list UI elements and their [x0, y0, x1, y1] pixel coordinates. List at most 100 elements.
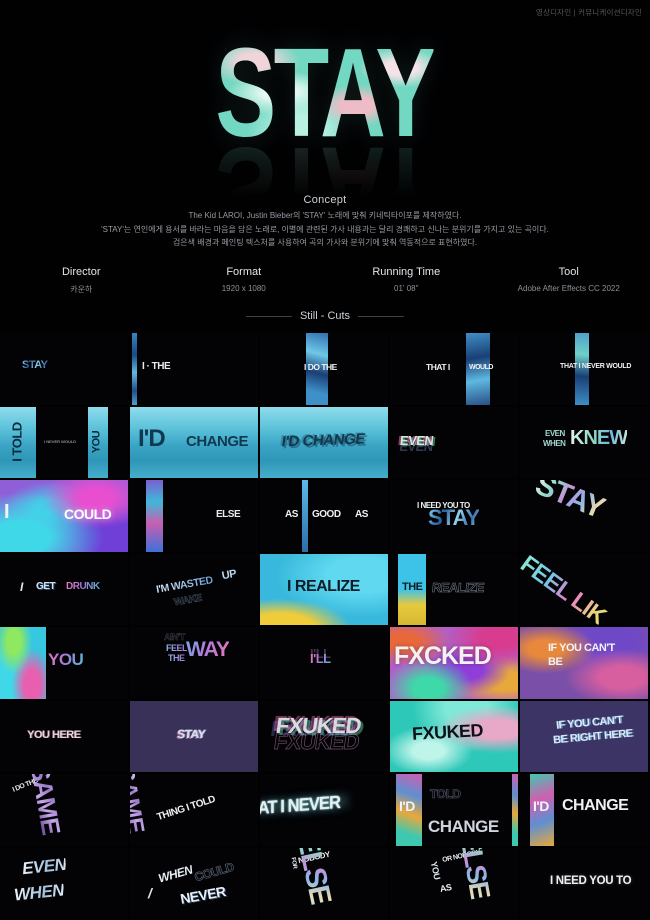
- still-thumbnail-r6c5: IF YOU CAN'T BE RIGHT HERE: [520, 700, 648, 772]
- still-text: CHANGE: [562, 797, 629, 814]
- stills-header: Still - Cuts: [0, 310, 650, 322]
- still-thumbnail-r8c5: I NEED YOU TO: [520, 847, 648, 919]
- still-thumbnail-r5c1: YOU: [0, 627, 128, 699]
- still-thumbnail-r5c3: I'LL: [260, 627, 388, 699]
- still-text: CHANGE: [428, 817, 499, 836]
- still-thumbnail-r2c5: EVEN WHEN KNEW: [520, 406, 648, 478]
- still-text: ELSE: [454, 848, 496, 901]
- still-text: GET: [36, 580, 56, 592]
- still-thumbnail-r6c4: FXUKED: [390, 700, 518, 772]
- still-text: FEEL: [166, 643, 188, 653]
- still-thumbnail-r3c4: I NEED YOU TO STAY: [390, 480, 518, 552]
- info-running-time-value: 01' 08": [394, 284, 419, 293]
- still-thumbnail-r2c3: I'D CHANGE: [260, 406, 388, 478]
- still-text: I REALIZE: [287, 577, 360, 595]
- concept-line-3: 검은색 배경과 페인팅 텍스처를 사용하여 곡의 가사와 분위기에 맞춰 역동적…: [172, 238, 478, 247]
- hero-section: STAY: [0, 30, 650, 156]
- still-text: REALIZE: [431, 579, 485, 595]
- still-text: I'D: [138, 424, 166, 452]
- concept-text: The Kid LAROI, Justin Bieber의 'STAY' 노래에…: [0, 209, 650, 250]
- still-thumbnail-r7c5: I'D CHANGE: [520, 774, 648, 846]
- still-thumbnail-r8c1: EVEN WHEN: [0, 847, 128, 919]
- still-text: STAY: [428, 505, 480, 530]
- still-text: WHEN: [543, 438, 566, 448]
- still-text: BE: [548, 656, 563, 668]
- still-text: THE: [168, 653, 185, 663]
- still-text: THAT I NEVER WOULD: [560, 363, 632, 370]
- still-thumbnail-r4c2: I'M WASTED UP WAKE: [130, 553, 258, 625]
- still-text: I'LL: [310, 651, 331, 666]
- still-thumbnail-r4c3: I REALIZE: [260, 553, 388, 625]
- info-director-value: 카운하: [70, 285, 93, 294]
- still-text: GOOD: [312, 509, 341, 520]
- still-text: CHANGE: [186, 432, 249, 450]
- still-thumbnail-r2c2: I'D CHANGE: [130, 406, 258, 478]
- still-thumbnail-r1c2: I · THE: [130, 333, 258, 405]
- still-text: UP: [220, 567, 238, 582]
- still-thumbnail-r3c3: AS GOOD AS: [260, 480, 388, 552]
- still-text: YOU: [428, 860, 443, 880]
- info-director-label: Director: [61, 266, 101, 278]
- still-text: YOU: [90, 430, 103, 453]
- info-running-time: Running Time 01' 08": [325, 266, 488, 295]
- header-credit: 영상디자인 | 커뮤니케이션디자인: [535, 8, 642, 17]
- still-text: I NEED YOU TO: [417, 501, 470, 510]
- still-text: EVEN: [21, 854, 68, 878]
- still-text: FEEL LIK: [520, 554, 611, 626]
- still-thumbnail-r7c4: I'D TOLD CHANGE: [390, 774, 518, 846]
- still-text: I'D: [533, 798, 549, 814]
- still-thumbnail-r8c3: FORNOBODYELSE: [260, 847, 388, 919]
- still-thumbnail-r1c4: THAT I WOULD: [390, 333, 518, 405]
- info-tool-label: Tool: [558, 266, 579, 278]
- still-thumbnail-r1c5: THAT I NEVER WOULD: [520, 333, 648, 405]
- still-text: STAY: [176, 726, 206, 741]
- concept-heading: Concept: [303, 194, 347, 206]
- stills-grid: STAY I · THE I DO THE THAT I WOULD THAT I NEV…: [0, 333, 648, 919]
- still-text: I'M WASTED: [155, 573, 214, 596]
- stills-header-rule-left: [245, 315, 292, 317]
- still-text: WHEN: [156, 861, 194, 886]
- still-text: THE: [402, 580, 423, 593]
- info-director: Director 카운하: [0, 266, 163, 295]
- still-text: FXUKED: [411, 719, 484, 744]
- still-text: FXUKED: [272, 728, 361, 754]
- still-thumbnail-r6c3: FXUKED FXUKED: [260, 700, 388, 772]
- info-format-label: Format: [226, 266, 262, 278]
- still-thumbnail-r1c3: I DO THE: [260, 333, 388, 405]
- still-text: COULD: [64, 506, 112, 522]
- info-running-time-label: Running Time: [372, 266, 441, 278]
- still-text: FXCKED: [394, 642, 492, 670]
- info-row: Director 카운하 Format 1920 x 1080 Running …: [0, 266, 650, 295]
- still-thumbnail-r4c4: THE REALIZE: [390, 553, 518, 625]
- still-text: THING I TOLD: [155, 793, 217, 824]
- still-text: WAKE: [173, 592, 203, 608]
- still-thumbnail-r2c1: I TOLD I NEVER WOULD YOU: [0, 406, 128, 478]
- still-thumbnail-r8c2: WHEN COULD / NEVER: [130, 847, 258, 919]
- still-thumbnail-r5c4: FXCKED: [390, 627, 518, 699]
- still-text: AS: [439, 881, 453, 894]
- still-thumbnail-r6c2: STAY: [130, 700, 258, 772]
- still-text: YOU: [48, 650, 84, 669]
- info-format-value: 1920 x 1080: [221, 284, 266, 293]
- still-thumbnail-r7c1: I DO THE SAME: [0, 774, 128, 846]
- concept-section: Concept The Kid LAROI, Justin Bieber의 'S…: [0, 194, 650, 250]
- still-thumbnail-r3c1: I COULD: [0, 480, 128, 552]
- still-text: TOLD: [430, 787, 462, 801]
- info-tool-value: Adobe After Effects CC 2022: [517, 284, 620, 293]
- still-thumbnail-r5c5: IF YOU CAN'T BE: [520, 627, 648, 699]
- still-thumbnail-r1c1: STAY: [0, 333, 128, 405]
- still-thumbnail-r3c2: ELSE: [130, 480, 258, 552]
- still-text: WHEN: [13, 879, 65, 905]
- still-text: DRUNK: [66, 580, 100, 592]
- still-thumbnail-r7c2: SAME THING I TOLD: [130, 774, 258, 846]
- still-text: /: [148, 884, 152, 901]
- still-text: NEVER: [178, 882, 227, 907]
- still-text: STAY: [22, 359, 48, 371]
- still-text: SAME: [25, 774, 67, 837]
- still-text: WAY: [186, 638, 230, 661]
- still-text: I: [20, 579, 23, 594]
- still-text: AS: [355, 509, 368, 520]
- still-text: I: [4, 501, 10, 523]
- still-text: YOU HERE: [27, 728, 81, 741]
